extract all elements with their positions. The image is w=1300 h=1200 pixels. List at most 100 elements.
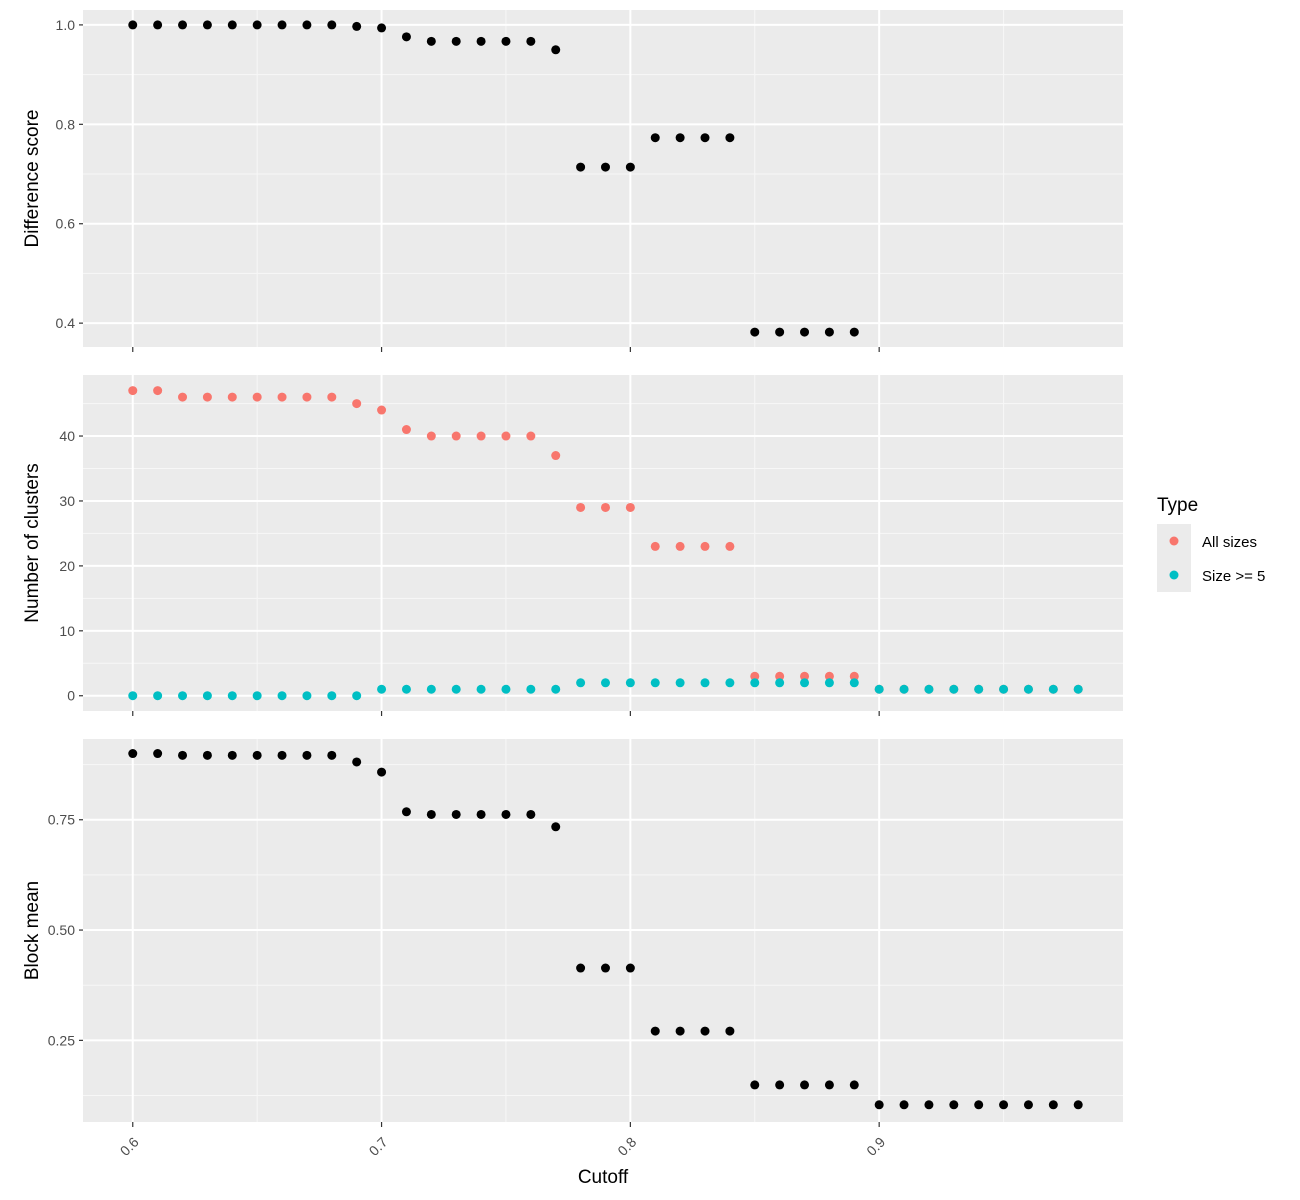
data-point (551, 822, 561, 832)
data-point (252, 691, 262, 701)
legend-key-all-sizes (1169, 536, 1179, 546)
data-point (675, 541, 685, 551)
data-point (352, 399, 362, 409)
data-point (302, 392, 312, 402)
data-point (401, 807, 411, 817)
data-point (625, 162, 635, 172)
legend-label-all-sizes: All sizes (1202, 534, 1257, 551)
data-point (874, 684, 884, 694)
y-axis-title: Difference score (22, 110, 43, 248)
panel-1: 0.4 0.6 0.8 1.0 Difference score (22, 10, 1123, 352)
data-point (202, 750, 212, 760)
data-point (600, 162, 610, 172)
y-tick-label: 0.75 (48, 812, 75, 828)
y-tick-label: 0.50 (48, 922, 75, 938)
data-point (352, 21, 362, 31)
legend-label-size-ge-5: Size >= 5 (1202, 568, 1265, 585)
data-point (401, 684, 411, 694)
data-point (302, 20, 312, 30)
data-point (377, 767, 387, 777)
data-point (526, 684, 536, 694)
data-point (202, 20, 212, 30)
data-point (377, 684, 387, 694)
data-point (501, 431, 511, 441)
data-point (178, 392, 188, 402)
data-point (924, 684, 934, 694)
x-tick-label: 0.6 (117, 1134, 142, 1159)
data-point (650, 1026, 660, 1036)
data-point (600, 502, 610, 512)
data-point (824, 671, 834, 681)
data-point (750, 1080, 760, 1090)
data-point (750, 678, 760, 688)
data-point (327, 20, 337, 30)
data-point (949, 684, 959, 694)
data-point (1073, 1100, 1083, 1110)
data-point (302, 691, 312, 701)
data-point (800, 678, 810, 688)
data-point (800, 1080, 810, 1090)
data-point (999, 1100, 1009, 1110)
data-point (501, 684, 511, 694)
data-point (153, 691, 163, 701)
data-point (426, 809, 436, 819)
data-point (600, 963, 610, 973)
data-point (974, 1100, 984, 1110)
data-point (700, 541, 710, 551)
data-point (501, 809, 511, 819)
data-point (675, 133, 685, 143)
data-point (551, 451, 561, 461)
data-point (750, 671, 760, 681)
data-point (327, 691, 337, 701)
y-tick-label: 0.4 (56, 315, 76, 331)
data-point (128, 20, 138, 30)
y-axis-title: Block mean (22, 881, 43, 980)
data-point (551, 45, 561, 55)
data-point (476, 684, 486, 694)
data-point (775, 327, 785, 337)
data-point (178, 691, 188, 701)
y-tick-label: 30 (59, 493, 75, 509)
data-point (426, 36, 436, 46)
data-point (1073, 684, 1083, 694)
data-point (178, 20, 188, 30)
data-point (625, 963, 635, 973)
panel-2: 0 10 20 30 40 Number of clusters (22, 375, 1123, 716)
data-point (1023, 1100, 1033, 1110)
y-axis-title: Number of clusters (22, 463, 43, 622)
panel-background (83, 10, 1123, 347)
x-axis-title: Cutoff (578, 1167, 629, 1188)
data-point (725, 541, 735, 551)
data-point (153, 386, 163, 396)
data-point (650, 133, 660, 143)
data-point (128, 749, 138, 759)
data-point (700, 1026, 710, 1036)
data-point (377, 405, 387, 415)
data-point (899, 1100, 909, 1110)
data-point (476, 809, 486, 819)
data-point (377, 23, 387, 33)
legend-key-background (1157, 524, 1191, 592)
data-point (899, 684, 909, 694)
data-point (874, 1100, 884, 1110)
data-point (128, 386, 138, 396)
data-point (227, 691, 237, 701)
data-point (526, 431, 536, 441)
data-point (750, 327, 760, 337)
data-point (775, 1080, 785, 1090)
data-point (401, 32, 411, 42)
data-point (725, 133, 735, 143)
data-point (824, 327, 834, 337)
data-point (849, 327, 859, 337)
data-point (277, 750, 287, 760)
data-point (1023, 684, 1033, 694)
data-point (451, 36, 461, 46)
data-point (700, 678, 710, 688)
data-point (800, 327, 810, 337)
legend: Type All sizes Size >= 5 (1157, 495, 1265, 592)
y-tick-label: 0 (67, 688, 75, 704)
data-point (476, 36, 486, 46)
data-point (576, 162, 586, 172)
data-point (352, 757, 362, 767)
